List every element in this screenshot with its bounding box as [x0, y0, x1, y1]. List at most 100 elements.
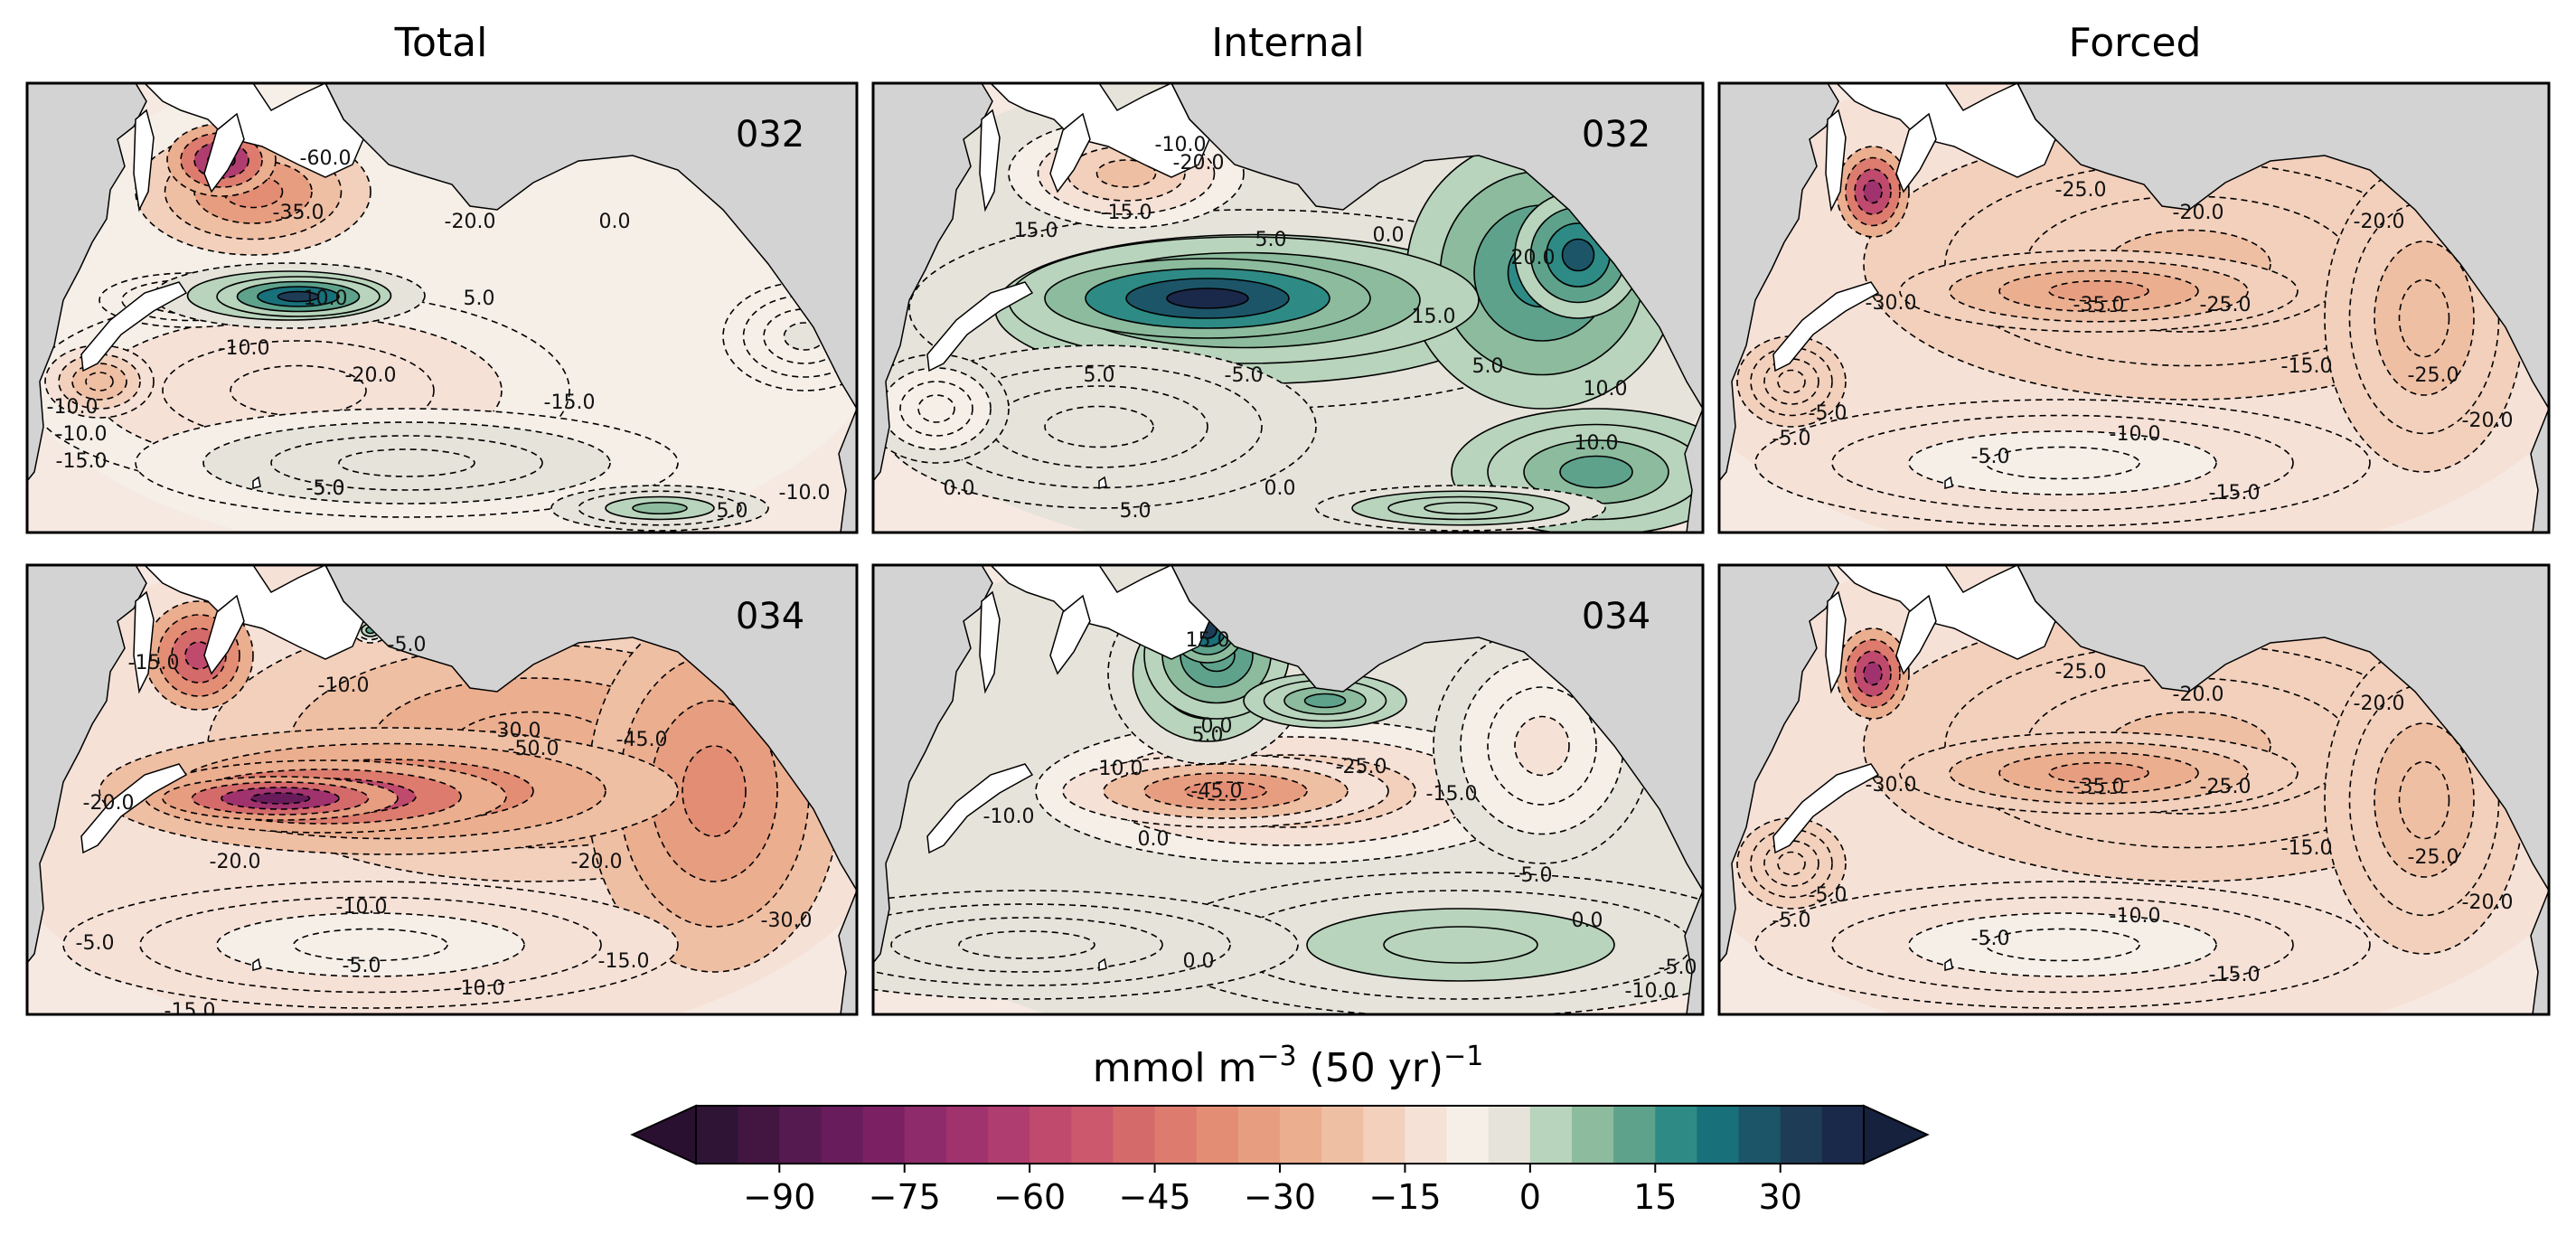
land-kamchatka: [203, 594, 245, 675]
contour-line: [2398, 760, 2450, 840]
colorbar-tick-label: 30: [1759, 1177, 1802, 1217]
land-islands: [252, 476, 261, 489]
contour-label: -5.0: [1225, 364, 1264, 387]
contour-label: -20.0: [1173, 152, 1225, 174]
land-kamchatka: [1049, 594, 1091, 675]
colorbar-tick-label: −15: [1368, 1177, 1441, 1217]
contour-line: [1854, 168, 1892, 215]
colorbar-swatch: [1237, 1106, 1281, 1164]
contour-line: [1831, 414, 2294, 512]
colorbar-swatch: [696, 1106, 738, 1164]
panel-frame: [871, 563, 1705, 1016]
land-japan: [926, 763, 1034, 854]
contour-line: [135, 408, 679, 518]
contour-line: [1451, 408, 1703, 533]
contour-label: -5.0: [343, 955, 381, 977]
contour-line: [1166, 288, 1249, 309]
contour-label: -20.0: [2462, 410, 2514, 432]
field-blob: [1778, 370, 1805, 393]
contour-label: 5.0: [1084, 364, 1115, 387]
colorbar-extend-low: [630, 1104, 697, 1165]
contour-label: 15.0: [1014, 220, 1058, 242]
land-alaska: [1170, 565, 1703, 892]
contour-line: [1125, 278, 1290, 319]
field-blob: [1167, 288, 1248, 308]
colorbar-swatches: [630, 1104, 1930, 1165]
contour-label: -15.0: [56, 450, 108, 473]
contour-line: [890, 917, 1163, 973]
contour-label: 0.0: [1572, 910, 1603, 932]
contour-label: -20.0: [571, 851, 623, 873]
coastline-region: [143, 565, 364, 660]
map-panel-6: -25.0-20.0 -20.0-30.0 -35.0 -25.0-15.0-10.0…: [1717, 563, 2551, 1016]
contour-line: [153, 262, 426, 329]
colorbar-swatch: [1196, 1106, 1239, 1164]
contour-line: [1044, 258, 1371, 339]
map-panel-1: -10.0 -15.0 -5.0 -20.0 -35.0 -60.0 -20.0 0.0 5.0…: [25, 81, 859, 534]
contour-line: [202, 421, 611, 504]
contour-line: [2374, 240, 2475, 396]
contour-label: -15.0: [598, 950, 650, 973]
colorbar-tick-label: −30: [1244, 1177, 1316, 1217]
land-america_edge: [838, 408, 857, 533]
contour-label: -5.0: [306, 477, 345, 500]
map-content: -25.0-20.0 -20.0-30.0 -35.0 -25.0-15.0-10.0…: [1719, 565, 2549, 1014]
contour-line: [71, 363, 127, 401]
contour-label: -30.0: [1866, 774, 1917, 797]
contour-label: -10.0: [336, 896, 388, 919]
contour-line: [873, 354, 1010, 464]
contour-label: -5.0: [1659, 957, 1697, 979]
land-sakhalin: [133, 590, 155, 694]
land-sakhalin: [979, 590, 1001, 694]
contour-line: [1561, 238, 1595, 272]
contour-line: [139, 896, 602, 994]
land-japan: [1772, 281, 1880, 372]
contour-line: [1949, 259, 2249, 323]
colorbar-swatch: [1363, 1106, 1406, 1164]
contour-label: 0.0: [1201, 715, 1233, 738]
map-panel-5: 15.05.00.0-10.0 -25.0-45.0-10.00.0-15.0-5…: [871, 563, 1705, 1016]
land-sakhalin: [979, 108, 1001, 212]
land-kamchatka: [1895, 594, 1937, 675]
contour-label: -50.0: [508, 738, 559, 760]
contour-label: -20.0: [345, 364, 397, 387]
colorbar-swatch: [862, 1106, 906, 1164]
contour-line: [1777, 851, 1806, 876]
contour-line: [236, 280, 361, 313]
contour-line: [1863, 661, 1883, 686]
contour-line: [1514, 715, 1570, 777]
contour-label: -5.0: [306, 477, 345, 500]
field-blob: [1864, 662, 1882, 685]
land-alaska: [2017, 83, 2549, 410]
contour-label: -5.0: [76, 932, 115, 955]
contour-line: [44, 344, 155, 419]
colorbar-swatch: [1529, 1106, 1573, 1164]
contour-label: -5.0: [1514, 864, 1553, 887]
contour-line: [1143, 772, 1308, 810]
colorbar-swatch: [1405, 1106, 1448, 1164]
column-title-total: Total: [394, 20, 488, 66]
contour-label: -5.0: [1809, 884, 1847, 907]
colorbar-swatch: [1572, 1106, 1614, 1164]
column-title-forced: Forced: [2069, 20, 2202, 66]
contour-line: [1315, 485, 1606, 532]
contour-label: -5.0: [1809, 402, 1847, 425]
field-blob: [1096, 160, 1156, 187]
contour-label: -30.0: [490, 720, 541, 742]
contour-line: [1908, 912, 2217, 977]
contour-line: [1383, 926, 1538, 964]
contour-label: -35.0: [2073, 776, 2125, 798]
colorbar-unit-exponent: −3: [1256, 1041, 1296, 1072]
field-blob: [633, 502, 687, 514]
land-japan: [926, 281, 1034, 372]
contour-line: [157, 614, 240, 697]
contour-line: [1095, 159, 1157, 188]
land-alaska: [324, 83, 857, 410]
contour-label: -10.0: [1092, 758, 1143, 780]
field-blob: [230, 365, 366, 416]
contour-line: [1736, 335, 1847, 428]
panel-label: 034: [736, 596, 804, 637]
contour-label: -25.0: [2200, 776, 2252, 798]
colorbar-swatch: [1154, 1106, 1198, 1164]
